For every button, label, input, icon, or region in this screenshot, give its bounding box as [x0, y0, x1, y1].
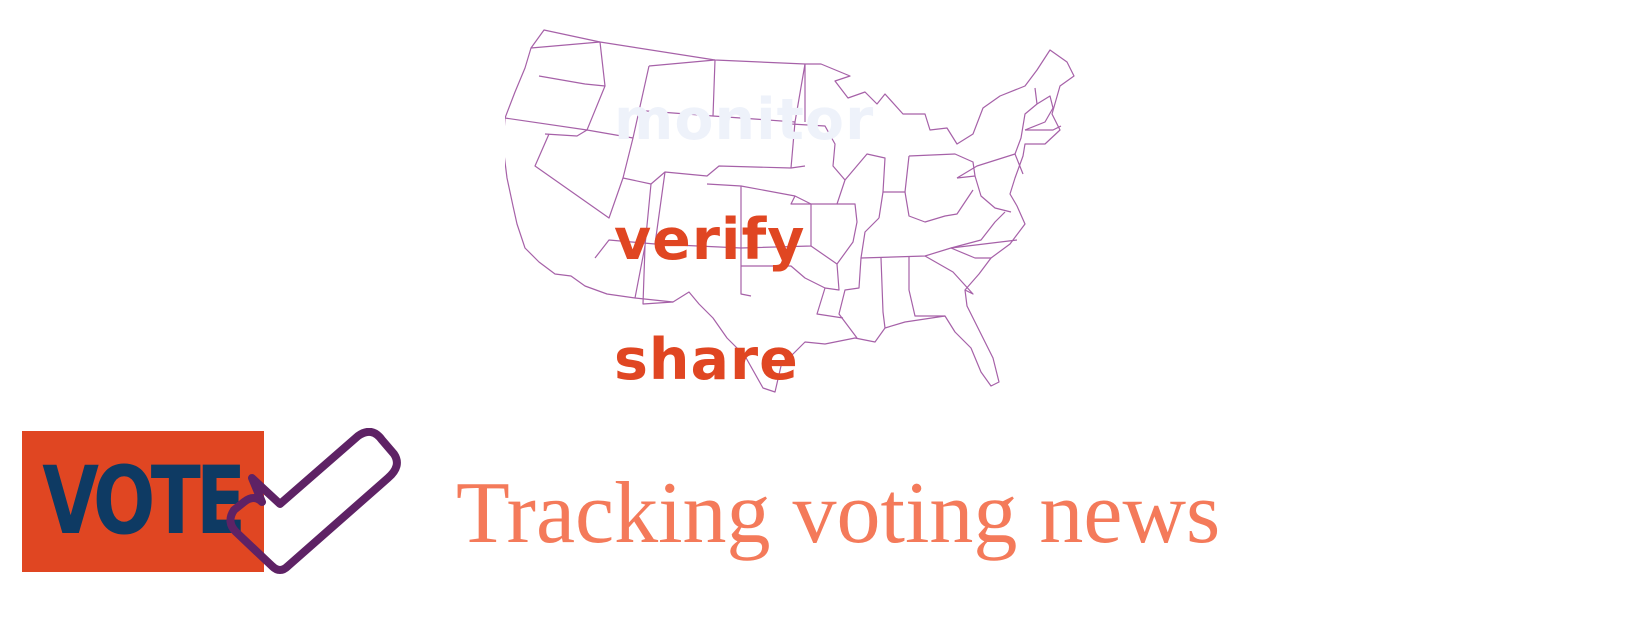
word-verify: verify — [614, 207, 806, 273]
us-states-map — [505, 29, 1075, 393]
us-outline — [505, 29, 1075, 393]
word-monitor: monitor — [614, 87, 875, 153]
tagline: Tracking voting news — [456, 465, 1221, 562]
checkmark-icon — [226, 428, 401, 574]
vote-logo: VOTE — [22, 428, 414, 574]
vote-box — [22, 431, 264, 572]
word-share: share — [614, 327, 799, 393]
